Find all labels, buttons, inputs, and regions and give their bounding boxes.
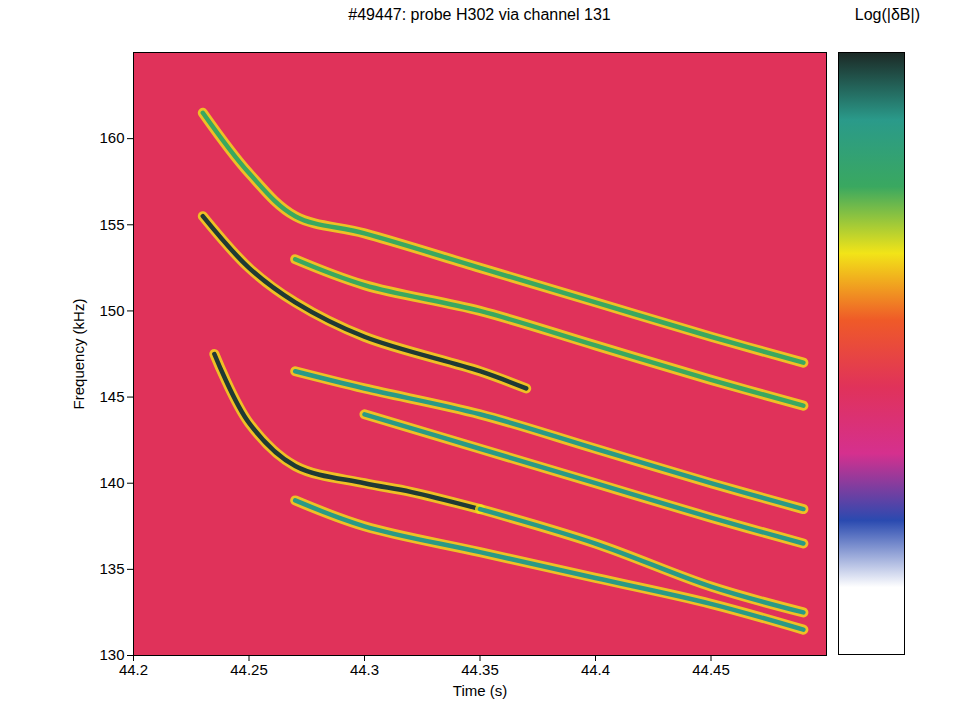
svg-text:44.25: 44.25 <box>230 661 268 678</box>
svg-text:Frequency (kHz): Frequency (kHz) <box>70 299 87 410</box>
svg-text:130: 130 <box>99 646 124 663</box>
svg-text:160: 160 <box>99 129 124 146</box>
svg-text:135: 135 <box>99 560 124 577</box>
svg-text:44.45: 44.45 <box>692 661 730 678</box>
svg-text:44.35: 44.35 <box>461 661 499 678</box>
svg-text:150: 150 <box>99 302 124 319</box>
svg-text:140: 140 <box>99 474 124 491</box>
svg-text:44.3: 44.3 <box>350 661 379 678</box>
html-text:Log(|δB|): Log(|δB|) <box>854 6 920 23</box>
svg-text:155: 155 <box>99 216 124 233</box>
svg-text:Time (s): Time (s) <box>453 682 507 699</box>
svg-text:44.4: 44.4 <box>581 661 610 678</box>
svg-text:145: 145 <box>99 388 124 405</box>
svg-text:44.2: 44.2 <box>119 661 148 678</box>
html-text:#49447: probe H302 via channel: #49447: probe H302 via channel 131 <box>348 6 611 23</box>
